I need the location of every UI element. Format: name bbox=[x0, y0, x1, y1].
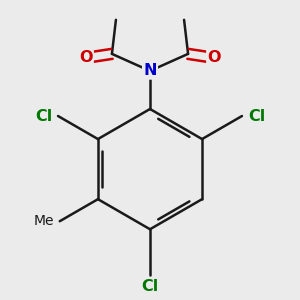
Text: Cl: Cl bbox=[141, 279, 159, 294]
Text: Cl: Cl bbox=[35, 109, 52, 124]
Text: O: O bbox=[79, 50, 93, 65]
Text: N: N bbox=[143, 63, 157, 78]
Text: O: O bbox=[207, 50, 221, 65]
Text: Cl: Cl bbox=[248, 109, 265, 124]
Text: Me: Me bbox=[33, 214, 54, 228]
